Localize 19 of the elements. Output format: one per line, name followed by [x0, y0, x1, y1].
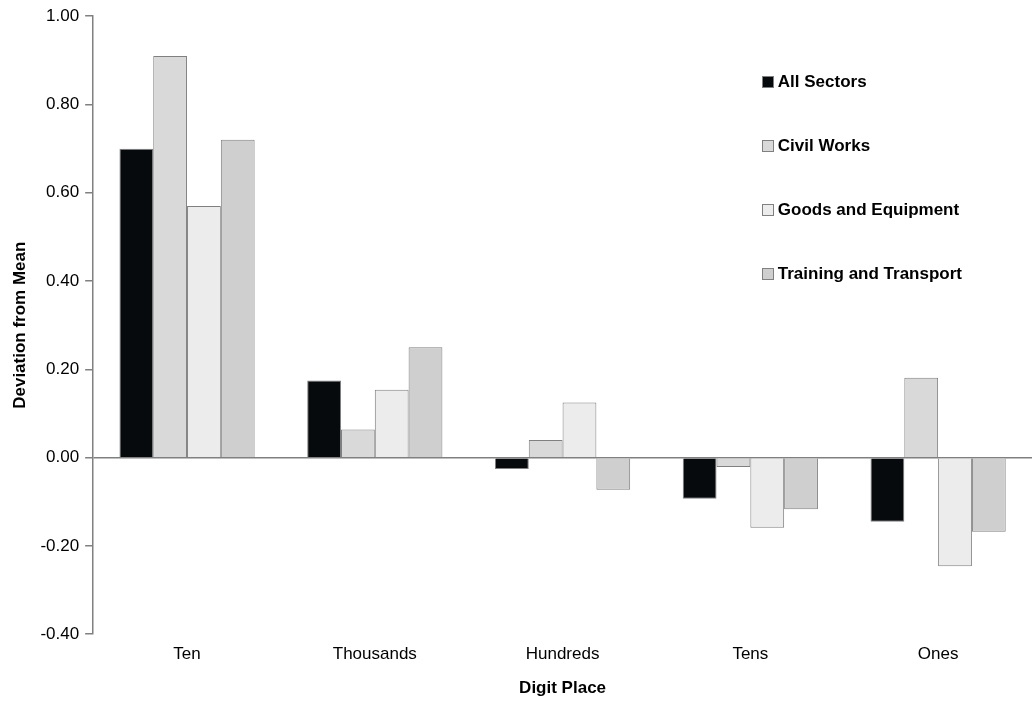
- y-tick-label: -0.40: [40, 623, 80, 643]
- y-tick-label: 0.20: [46, 359, 80, 379]
- legend-label: Training and Transport: [777, 264, 962, 284]
- x-tick-label: Ten: [173, 644, 201, 664]
- x-tick-label: Thousands: [332, 644, 417, 664]
- y-tick-label: 0.40: [46, 270, 80, 290]
- y-tick-label: 0.60: [46, 182, 80, 202]
- legend-label: Civil Works: [777, 136, 871, 156]
- y-tick-label: 1.00: [46, 5, 80, 25]
- y-axis-title: Deviation from Mean: [9, 241, 29, 409]
- x-tick-label: Hundreds: [525, 644, 600, 664]
- y-tick-label: -0.20: [40, 535, 80, 555]
- y-tick-label: 0.00: [46, 447, 80, 467]
- x-axis-title: Digit Place: [519, 678, 607, 698]
- legend-label: All Sectors: [777, 72, 867, 92]
- x-tick-label: Tens: [732, 644, 769, 664]
- y-tick-label: 0.80: [46, 94, 80, 114]
- legend-label: Goods and Equipment: [777, 200, 960, 220]
- x-tick-label: Ones: [917, 644, 959, 664]
